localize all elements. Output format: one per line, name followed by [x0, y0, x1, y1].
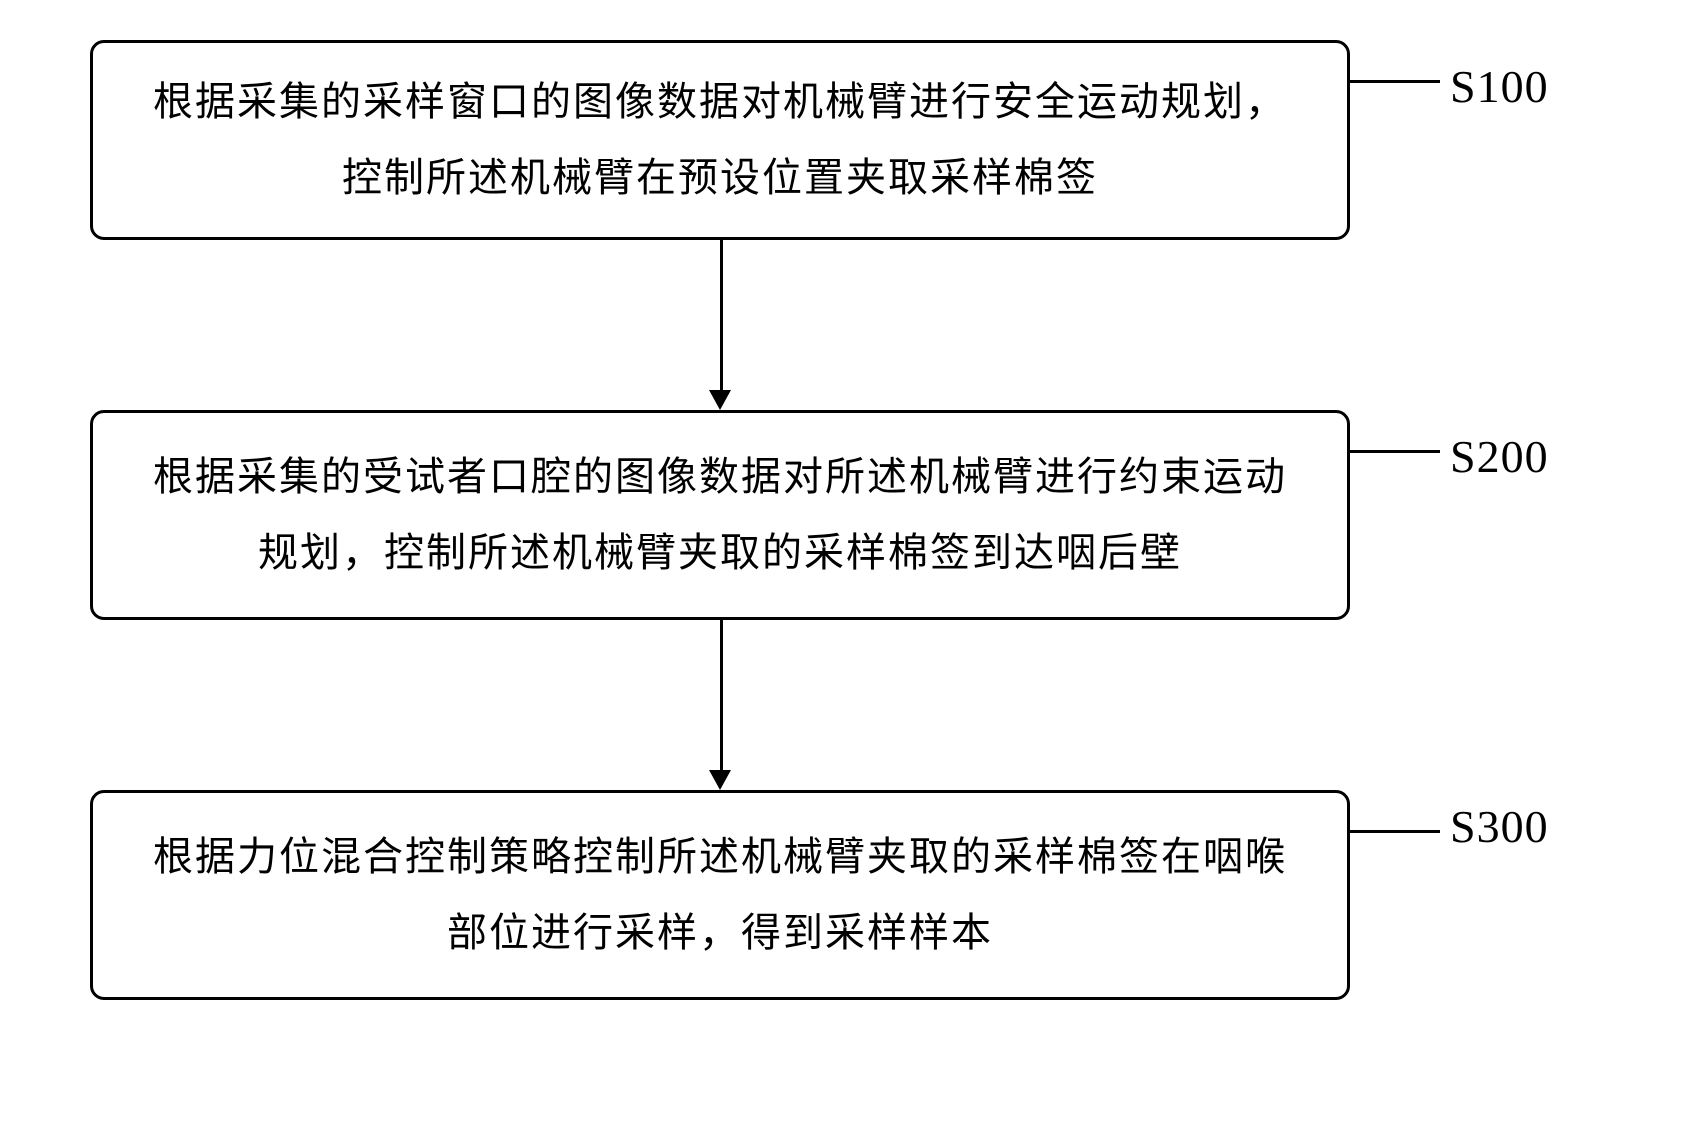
arrow-head-icon	[709, 390, 731, 410]
leader-line-s200	[1350, 450, 1440, 453]
arrow-head-icon	[709, 770, 731, 790]
step-label-s300: S300	[1450, 800, 1549, 853]
step-label-s100: S100	[1450, 60, 1549, 113]
step-box-s300: 根据力位混合控制策略控制所述机械臂夹取的采样棉签在咽喉 部位进行采样，得到采样样…	[90, 790, 1350, 1000]
step-box-s100: 根据采集的采样窗口的图像数据对机械臂进行安全运动规划， 控制所述机械臂在预设位置…	[90, 40, 1350, 240]
leader-line-s100	[1350, 80, 1440, 83]
step-text-line: 根据力位混合控制策略控制所述机械臂夹取的采样棉签在咽喉	[153, 819, 1287, 895]
connector-s100-s200	[720, 240, 723, 390]
leader-line-s300	[1350, 830, 1440, 833]
step-text-line: 控制所述机械臂在预设位置夹取采样棉签	[342, 140, 1098, 216]
step-text-line: 根据采集的采样窗口的图像数据对机械臂进行安全运动规划，	[153, 64, 1287, 140]
connector-s200-s300	[720, 620, 723, 770]
step-text-line: 根据采集的受试者口腔的图像数据对所述机械臂进行约束运动	[153, 439, 1287, 515]
step-text-line: 规划，控制所述机械臂夹取的采样棉签到达咽后壁	[258, 515, 1182, 591]
step-box-s200: 根据采集的受试者口腔的图像数据对所述机械臂进行约束运动 规划，控制所述机械臂夹取…	[90, 410, 1350, 620]
step-text-line: 部位进行采样，得到采样样本	[447, 895, 993, 971]
step-label-s200: S200	[1450, 430, 1549, 483]
